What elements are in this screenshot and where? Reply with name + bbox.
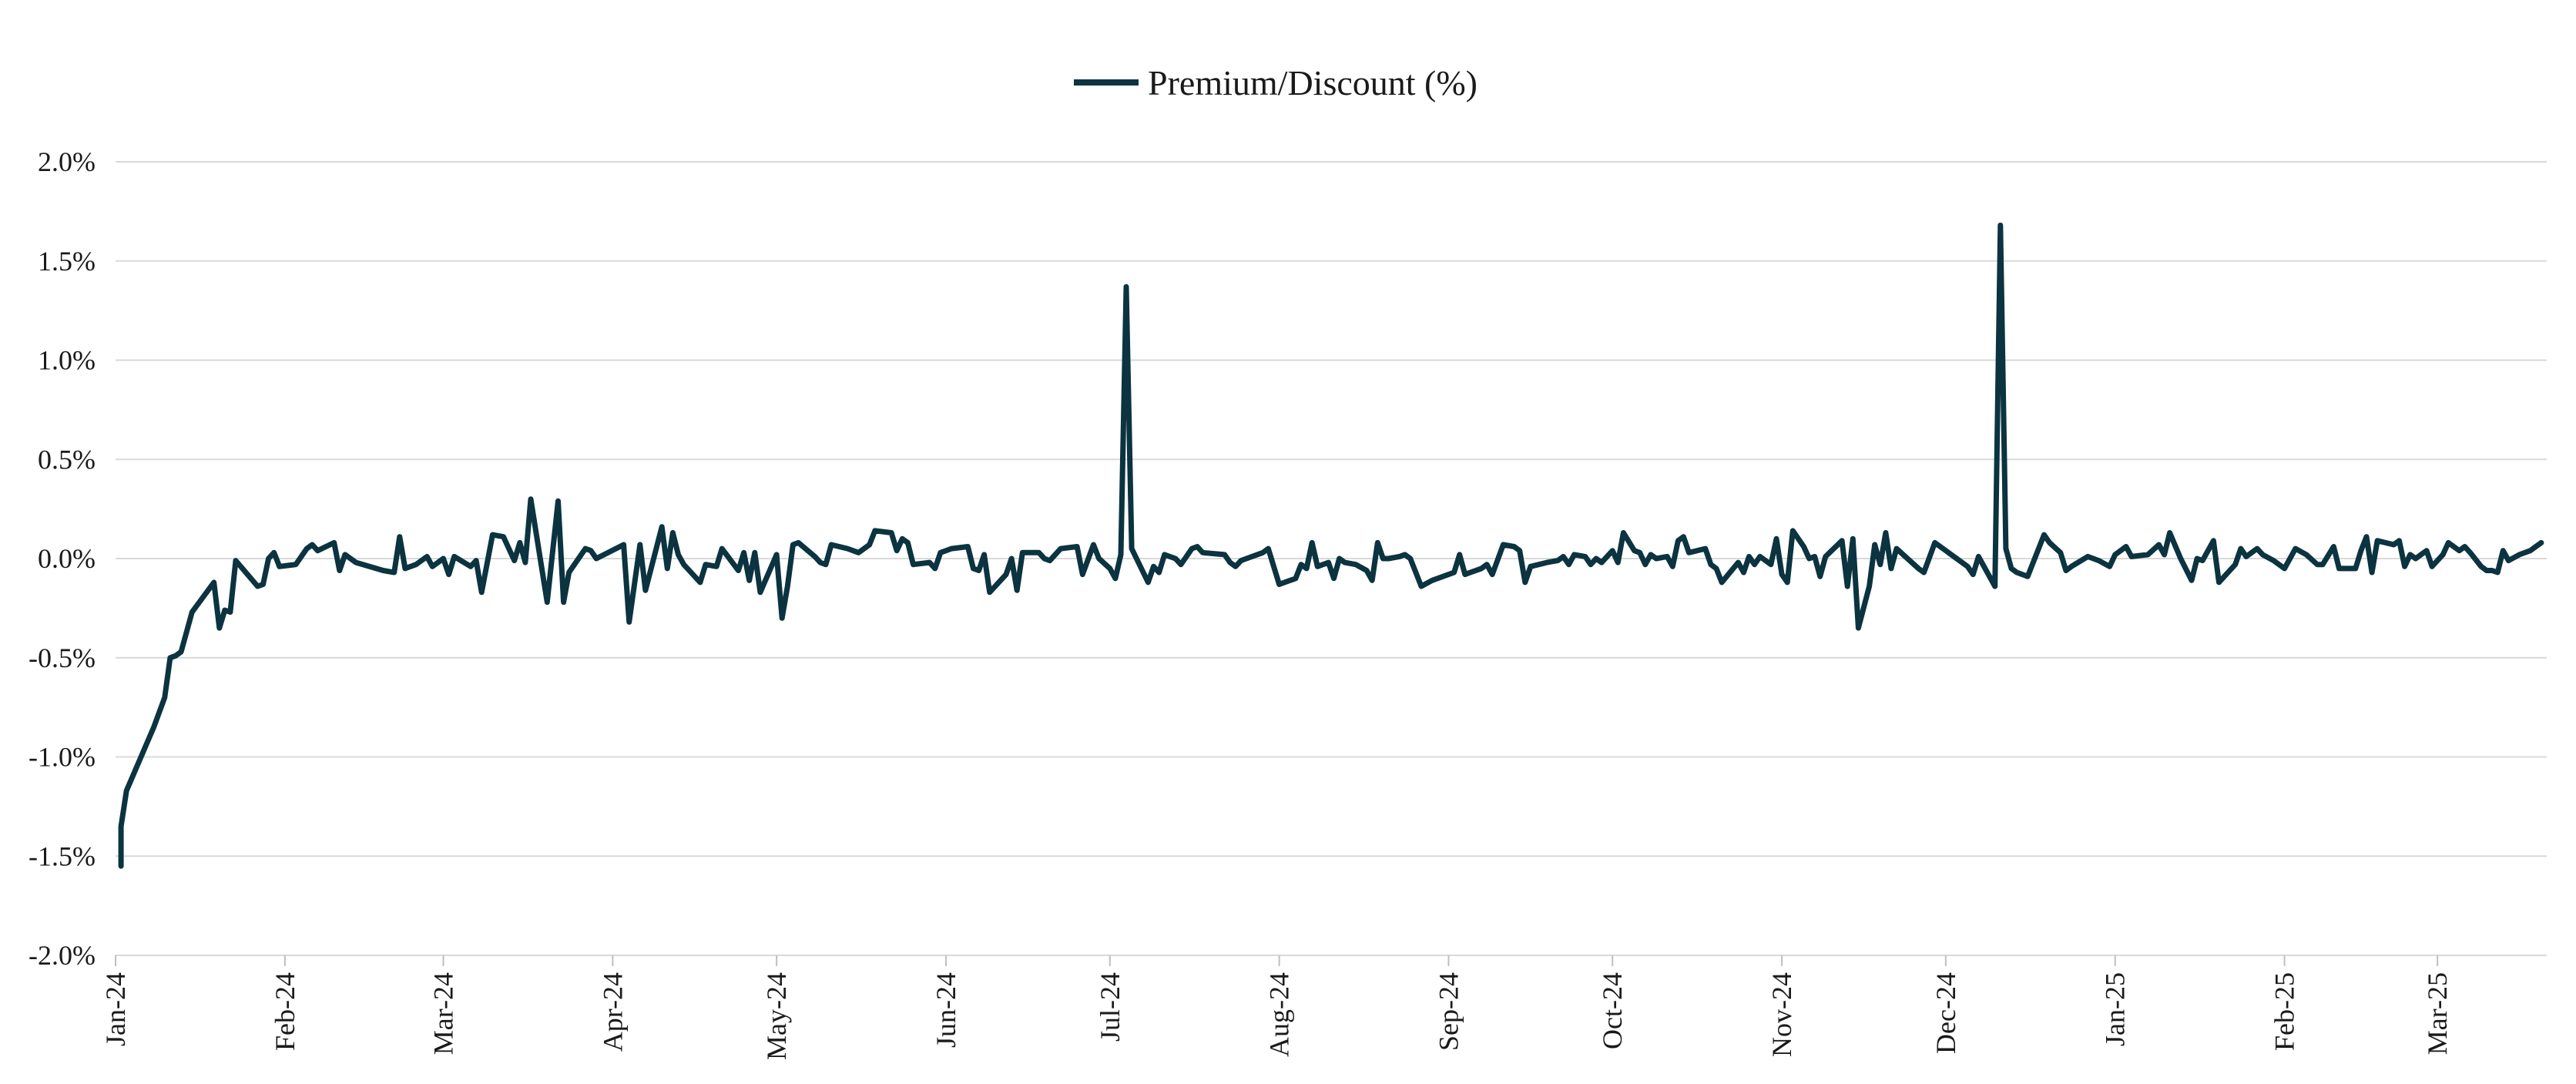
x-tick-label: Feb-24 — [270, 972, 300, 1051]
x-tick-label: Jul-24 — [1095, 972, 1125, 1042]
x-tick-label: May-24 — [761, 972, 792, 1060]
x-axis-tick-labels: Jan-24 Feb-24 Mar-24 Apr-24 May-24 Jun-24 Jul-… — [100, 972, 2453, 1060]
y-tick-label: -1.5% — [29, 841, 96, 871]
y-axis-tick-labels: 2.0% 1.5% 1.0% 0.5% 0.0% -0.5% -1.0% -1.5% -2.0% — [29, 146, 96, 971]
x-tick-label: Feb-25 — [2269, 972, 2300, 1051]
x-tick-label: Nov-24 — [1766, 972, 1797, 1057]
y-tick-label: -1.0% — [29, 742, 96, 773]
legend-label: Premium/Discount (%) — [1148, 63, 1478, 102]
y-tick-label: 2.0% — [38, 146, 96, 177]
x-tick-label: Jan-25 — [2100, 972, 2131, 1046]
y-tick-label: 0.5% — [38, 444, 96, 475]
x-tick-label: Mar-24 — [428, 972, 459, 1055]
y-tick-label: 1.5% — [38, 246, 96, 277]
x-tick-label: Sep-24 — [1433, 972, 1464, 1051]
x-tick-label: Apr-24 — [597, 972, 628, 1052]
gridlines — [116, 161, 2547, 956]
x-tick-label: Aug-24 — [1264, 972, 1295, 1057]
y-tick-label: -2.0% — [29, 940, 96, 971]
x-tick-label: Jan-24 — [100, 972, 131, 1046]
x-tick-label: Mar-25 — [2422, 972, 2453, 1055]
x-axis-ticks — [115, 955, 2439, 966]
series-line — [118, 222, 2544, 869]
y-tick-label: 0.0% — [38, 543, 96, 574]
x-tick-label: Dec-24 — [1930, 972, 1961, 1054]
y-tick-label: -0.5% — [29, 643, 96, 673]
series-layer — [118, 222, 2544, 869]
y-tick-label: 1.0% — [38, 345, 96, 376]
x-tick-label: Jun-24 — [931, 972, 961, 1048]
legend: Premium/Discount (%) — [1074, 63, 1478, 102]
x-tick-label: Oct-24 — [1597, 972, 1628, 1049]
